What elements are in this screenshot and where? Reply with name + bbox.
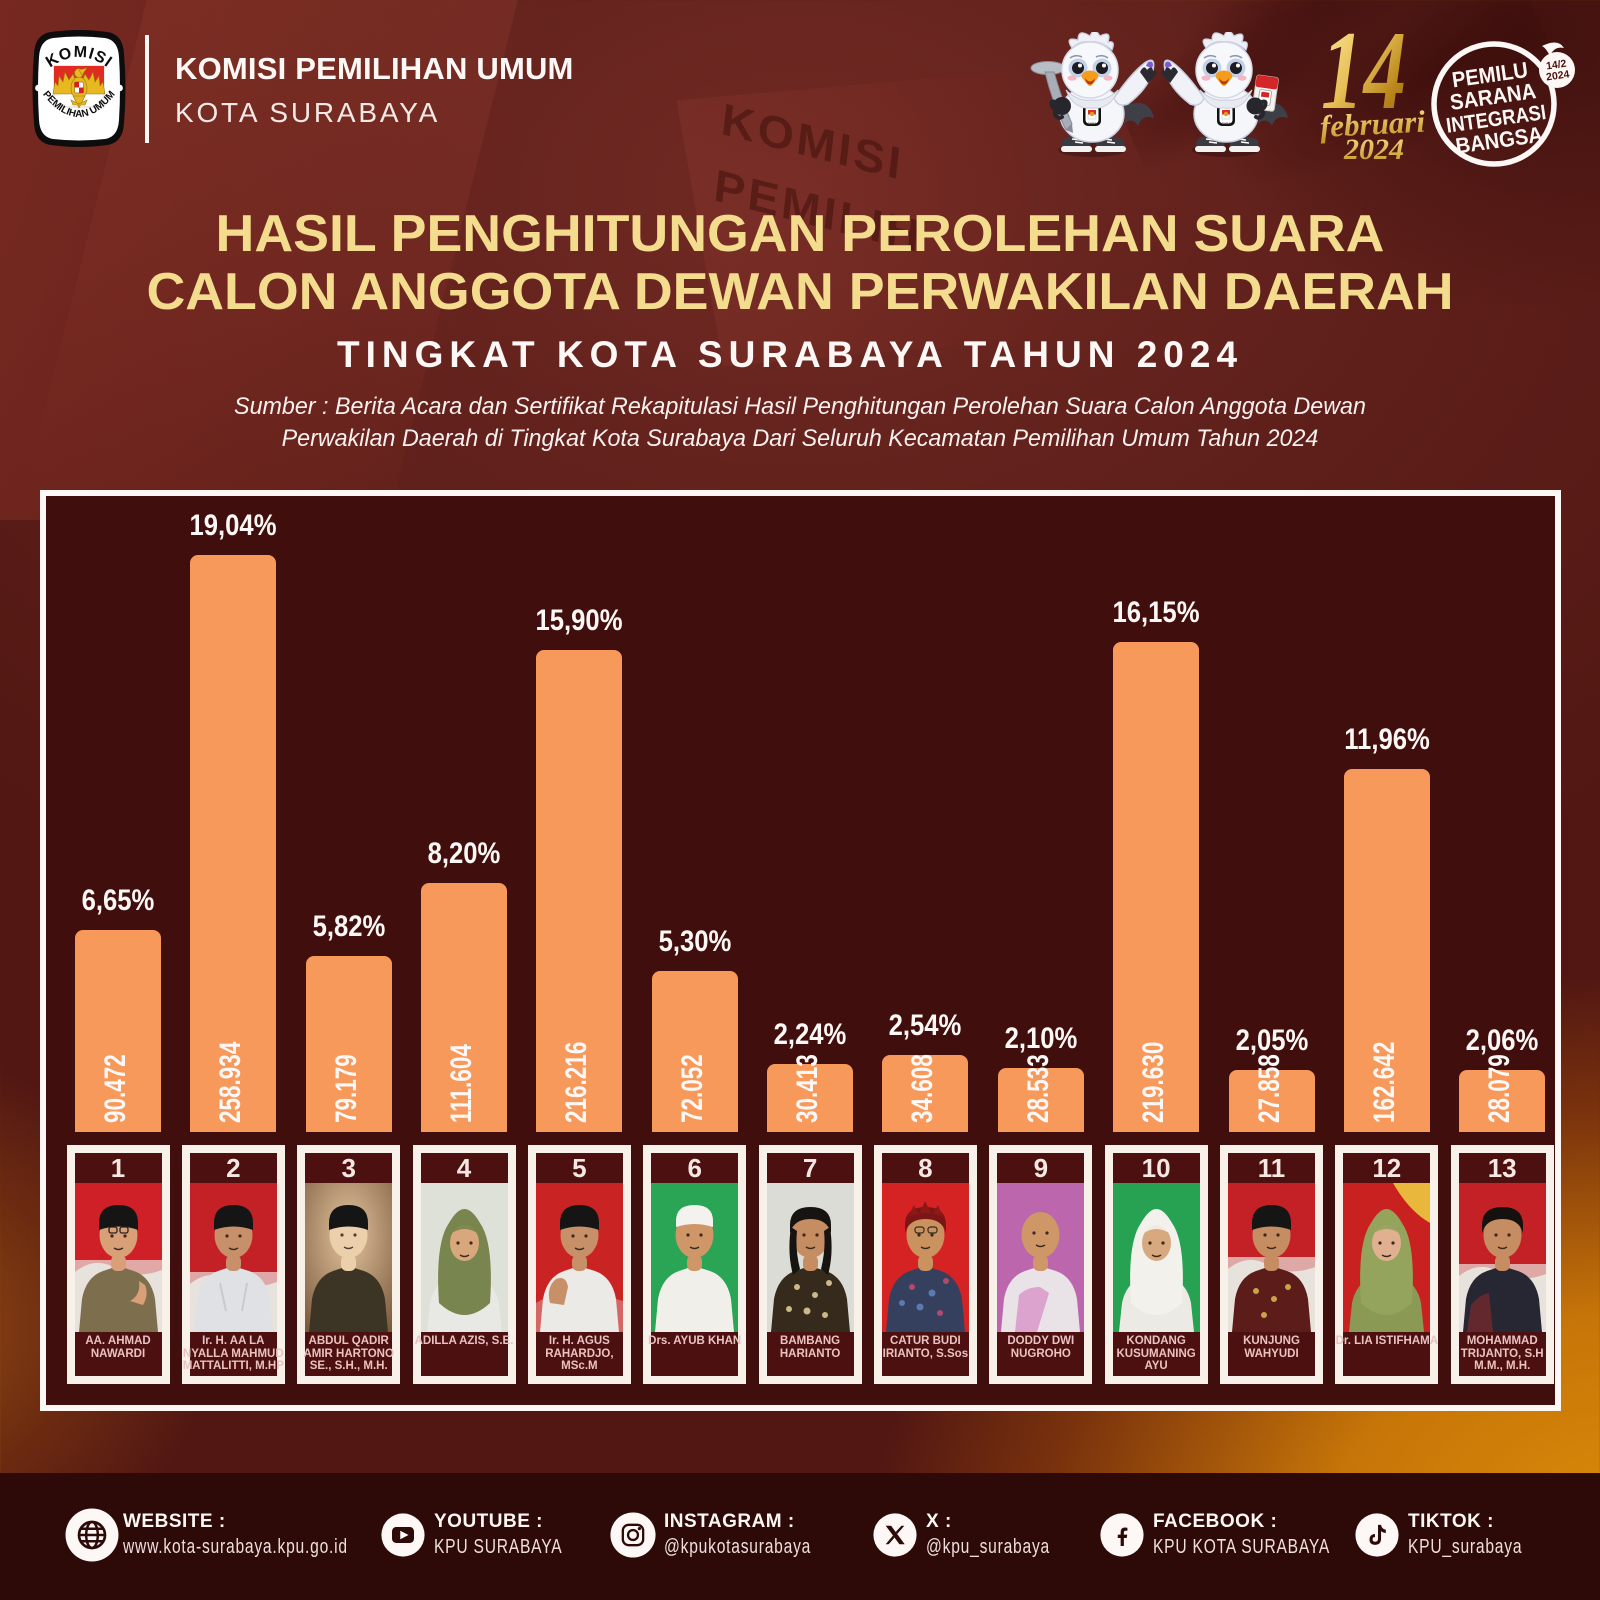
svg-text:2024: 2024 [1343,133,1404,166]
svg-text:14: 14 [1321,26,1406,133]
svg-text:SURA: SURA [1222,122,1232,126]
svg-text:2024: 2024 [1545,68,1570,83]
svg-text:14/2: 14/2 [1545,58,1567,73]
svg-text:SURA: SURA [1088,122,1098,126]
svg-text:februari: februari [1319,104,1426,144]
